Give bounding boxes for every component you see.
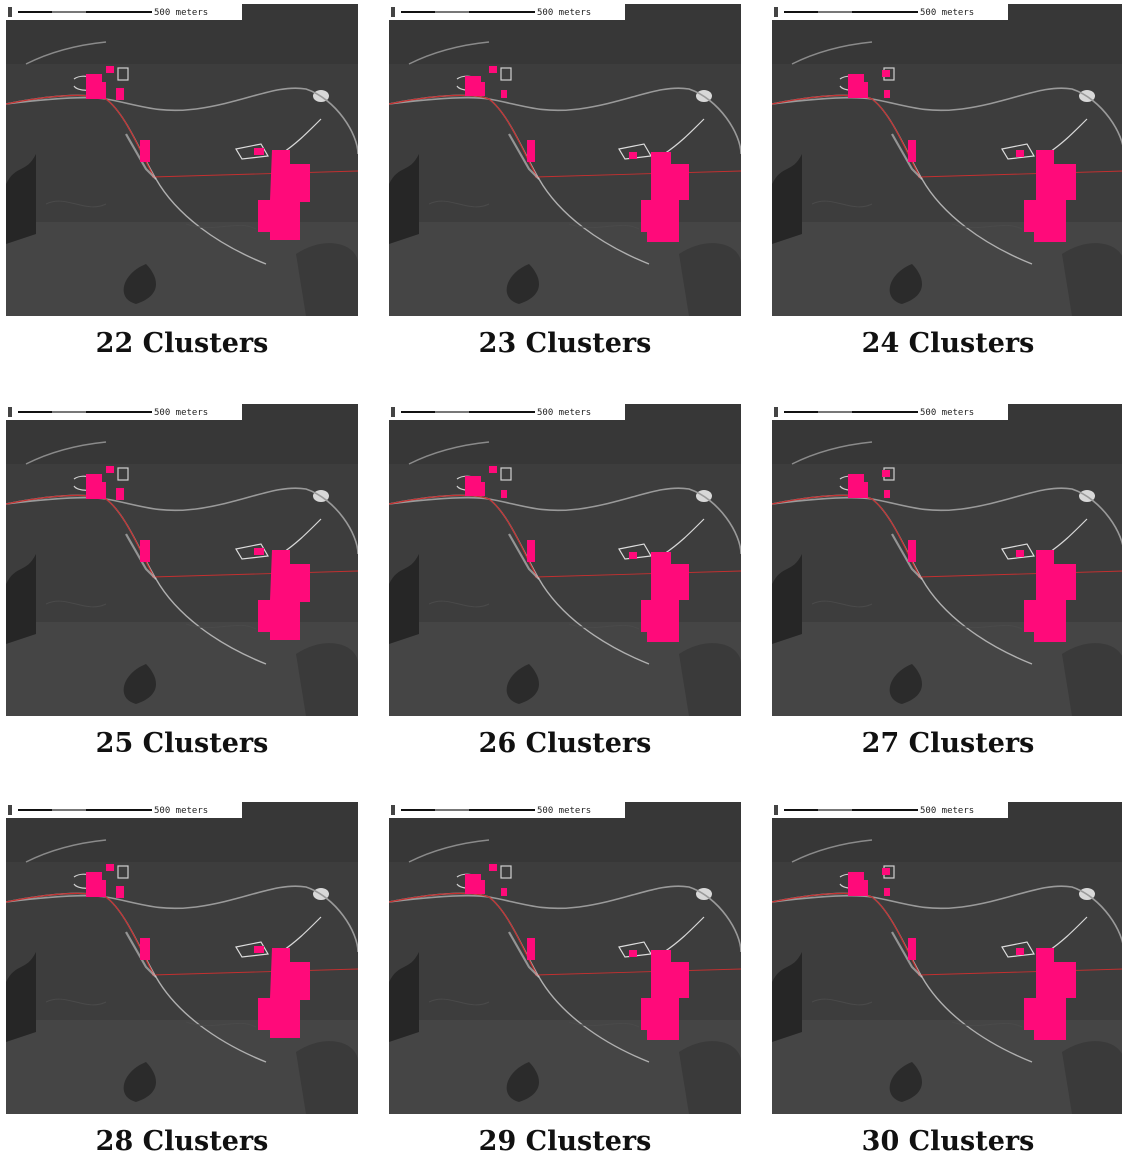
scale-label: 500 meters: [920, 806, 974, 816]
map-image: 500 meters: [6, 404, 358, 716]
scale-label: 500 meters: [537, 408, 591, 418]
scale-label: 500 meters: [920, 8, 974, 18]
panel-caption: 25 Clusters: [95, 728, 269, 759]
satellite-map: 500 meters: [772, 4, 1122, 316]
panel-caption: 22 Clusters: [95, 328, 269, 359]
panel-caption: 26 Clusters: [478, 728, 652, 759]
scale-label: 500 meters: [920, 408, 974, 418]
satellite-map: 500 meters: [772, 404, 1122, 716]
panel-caption: 30 Clusters: [861, 1126, 1035, 1157]
map-image: 500 meters: [772, 404, 1122, 716]
map-image: 500 meters: [6, 802, 358, 1114]
satellite-map: 500 meters: [6, 404, 358, 716]
scale-label: 500 meters: [154, 806, 208, 816]
map-image: 500 meters: [389, 4, 741, 316]
satellite-map: 500 meters: [772, 802, 1122, 1114]
satellite-map: 500 meters: [6, 4, 358, 316]
satellite-map: 500 meters: [389, 404, 741, 716]
scale-label: 500 meters: [154, 8, 208, 18]
map-image: 500 meters: [6, 4, 358, 316]
map-image: 500 meters: [389, 404, 741, 716]
scale-label: 500 meters: [154, 408, 208, 418]
map-image: 500 meters: [772, 802, 1122, 1114]
scale-label: 500 meters: [537, 8, 591, 18]
map-image: 500 meters: [772, 4, 1122, 316]
panel-caption: 24 Clusters: [861, 328, 1035, 359]
panel-caption: 29 Clusters: [478, 1126, 652, 1157]
panel-caption: 27 Clusters: [861, 728, 1035, 759]
panel-caption: 28 Clusters: [95, 1126, 269, 1157]
map-image: 500 meters: [389, 802, 741, 1114]
scale-label: 500 meters: [537, 806, 591, 816]
panel-caption: 23 Clusters: [478, 328, 652, 359]
satellite-map: 500 meters: [6, 802, 358, 1114]
satellite-map: 500 meters: [389, 4, 741, 316]
satellite-map: 500 meters: [389, 802, 741, 1114]
